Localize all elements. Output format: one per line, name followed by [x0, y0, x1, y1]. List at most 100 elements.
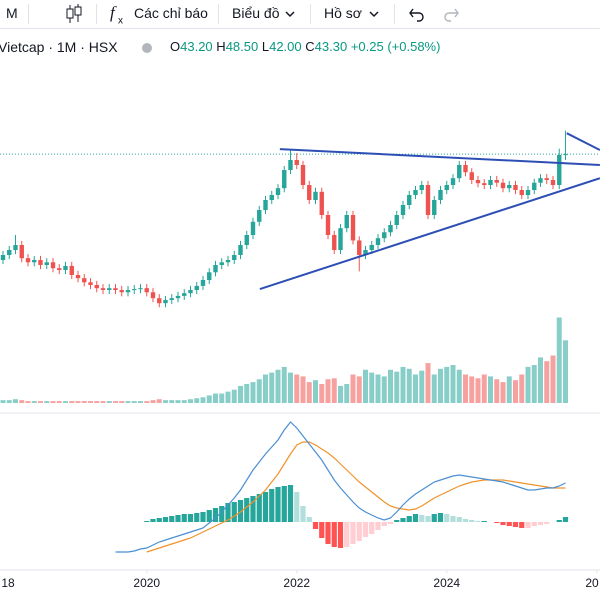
separator [394, 4, 395, 24]
candle-body [169, 298, 174, 300]
histogram-bar [281, 486, 287, 522]
candle-body [125, 290, 131, 293]
histogram-bar [262, 492, 269, 522]
volume-bar [94, 401, 100, 403]
volume-bar [319, 384, 325, 403]
indicators-icon[interactable]: f x [108, 2, 128, 26]
volume-bar [469, 376, 475, 403]
volume-bar [400, 366, 406, 403]
volume-bar [363, 369, 368, 403]
signal-line [146, 441, 566, 553]
histogram-bar [237, 500, 244, 522]
volume-bar [119, 401, 125, 403]
candle-body [525, 190, 531, 195]
volume-bar [269, 372, 275, 403]
volume-bar [313, 380, 318, 403]
volume-bar [25, 401, 31, 403]
volume-bar [500, 382, 506, 403]
volume-bar [556, 317, 562, 403]
candle-body [550, 180, 556, 185]
volume-bar [381, 376, 387, 403]
histogram-bar [150, 519, 156, 522]
candle-body [88, 282, 93, 285]
candle-body [382, 232, 387, 239]
candle-body [400, 205, 406, 215]
redo-button[interactable] [442, 5, 460, 23]
histogram-bar [406, 516, 412, 522]
candle-body [113, 288, 118, 290]
histogram-bar [531, 522, 537, 526]
x-tick-label: 2022 [283, 576, 310, 590]
interval-button[interactable]: M [6, 5, 18, 21]
histogram-bar [375, 522, 381, 530]
candle-body [513, 185, 518, 190]
macd-line [115, 421, 566, 553]
volume-bar [125, 401, 131, 403]
volume-bar [56, 401, 62, 403]
candle-body [188, 290, 193, 294]
candle-body [213, 265, 218, 273]
candle-body [38, 260, 43, 265]
candle-body [132, 289, 137, 291]
volume-bar [531, 365, 537, 403]
volume-bar [519, 374, 525, 403]
indicators-button[interactable]: Các chỉ báo [134, 5, 208, 21]
volume-bar [406, 368, 412, 403]
candle-body [282, 170, 287, 189]
candle-body [157, 298, 162, 304]
candle-body [413, 190, 418, 195]
histogram-bar [287, 485, 294, 522]
histogram-bar [344, 522, 350, 547]
candle-body [394, 215, 399, 225]
histogram-bar [181, 514, 187, 522]
volume-bar [231, 389, 237, 403]
histogram-bar [462, 519, 469, 522]
symbol-label: Vietcap · 1M · HSX [0, 39, 118, 55]
candle-body [469, 172, 474, 180]
volume-bar [456, 369, 462, 403]
histogram-bar [250, 496, 256, 522]
volume-bar [250, 382, 256, 403]
candle-body [325, 215, 331, 235]
candle-body [57, 268, 62, 270]
volume-bar [100, 401, 106, 403]
volume-bar [131, 401, 137, 403]
candle-body [419, 185, 424, 190]
histogram-bar [400, 518, 406, 522]
candle-body [532, 182, 537, 190]
histogram-bar [269, 489, 275, 522]
candle-body [219, 262, 224, 265]
histogram-bar [331, 522, 337, 547]
candle-body [369, 245, 374, 250]
volume-bar [513, 380, 518, 403]
l-value: 42.00 [269, 39, 302, 54]
histogram-bar [200, 512, 206, 522]
x-tick-label: 2020 [133, 576, 160, 590]
histogram-bar [500, 522, 506, 525]
candle-body [138, 288, 143, 290]
candle-body [150, 292, 156, 299]
candle-body [257, 210, 262, 222]
volume-bar [525, 366, 531, 403]
change: +0.25 (+0.58%) [350, 39, 441, 54]
volume-bar [144, 401, 150, 403]
eye-icon[interactable] [140, 41, 154, 55]
volume-bar [294, 374, 300, 403]
histogram-bar [162, 517, 169, 522]
chart-menu[interactable]: Biểu đồ [232, 5, 280, 21]
candle-body [232, 255, 237, 260]
undo-button[interactable] [408, 5, 426, 23]
candle-body [463, 165, 468, 173]
profile-menu[interactable]: Hồ sơ [324, 5, 362, 21]
volume-bar [544, 361, 550, 403]
candle-body [194, 285, 199, 290]
x-tick-label: 20 [585, 576, 599, 590]
candle-body [557, 155, 562, 185]
candle-body [332, 235, 337, 250]
candle-body [25, 258, 31, 263]
candle-body [294, 160, 299, 165]
volume-bar [481, 374, 487, 403]
volume-bar [244, 384, 250, 403]
histogram-bar [206, 510, 212, 522]
candle-type-icon[interactable] [64, 3, 84, 25]
